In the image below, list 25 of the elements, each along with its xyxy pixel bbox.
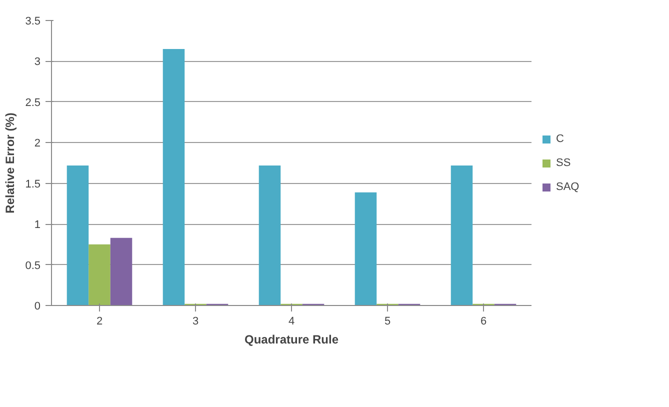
y-tick-label: 2 bbox=[34, 138, 41, 150]
bar bbox=[88, 244, 110, 306]
x-axis-title: Quadrature Rule bbox=[244, 332, 339, 346]
bar bbox=[162, 49, 185, 306]
y-tick-label: 0 bbox=[34, 300, 41, 312]
x-tick-label: 3 bbox=[192, 316, 199, 328]
bar bbox=[66, 165, 89, 306]
x-tick-label: 5 bbox=[384, 316, 391, 328]
y-tick-label: 1 bbox=[34, 219, 41, 232]
y-tick-label: 1.5 bbox=[25, 178, 41, 190]
x-tick-label: 2 bbox=[96, 316, 103, 328]
bar bbox=[354, 192, 377, 306]
x-tick-label: 6 bbox=[480, 316, 487, 328]
y-tick-label: 3 bbox=[34, 56, 41, 68]
bar bbox=[110, 238, 132, 306]
legend-label: C bbox=[556, 132, 565, 144]
x-tick-label: 4 bbox=[288, 316, 295, 328]
y-tick-label: 0.5 bbox=[25, 260, 41, 272]
y-tick-label: 3.5 bbox=[25, 16, 41, 28]
bar bbox=[258, 165, 281, 306]
y-tick-label: 2.5 bbox=[25, 96, 41, 109]
legend-label: SS bbox=[556, 156, 572, 168]
bar bbox=[450, 165, 473, 306]
legend-label: SAQ bbox=[556, 180, 580, 192]
y-axis-title: Relative Error (%) bbox=[3, 112, 18, 214]
